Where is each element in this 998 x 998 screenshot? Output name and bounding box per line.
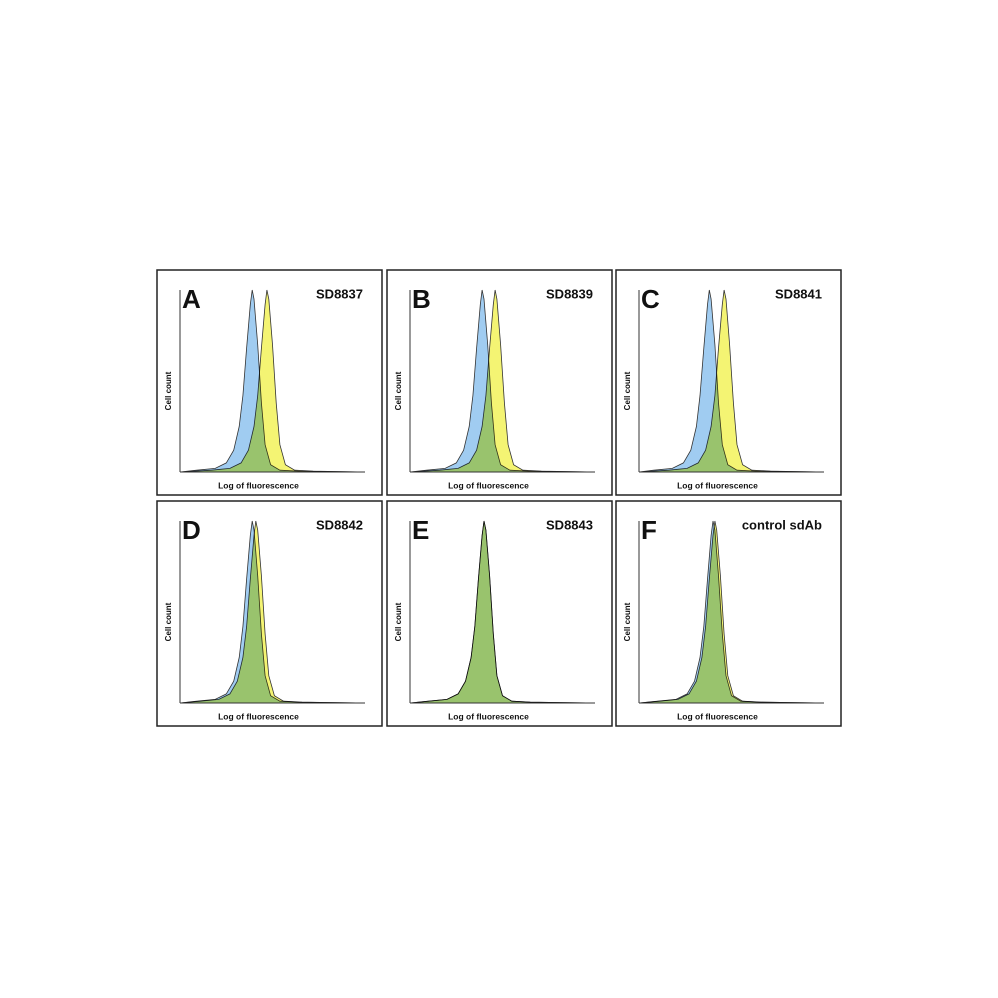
y-axis-label: Cell count — [164, 371, 173, 410]
y-axis-label: Cell count — [394, 602, 403, 641]
histogram — [638, 289, 825, 473]
panel: C SD8841 Cell count Log of fluorescence — [615, 269, 842, 496]
histogram — [179, 520, 366, 704]
panel: A SD8837 Cell count Log of fluorescence — [156, 269, 383, 496]
panel-letter: C — [641, 284, 660, 314]
panel-title: SD8839 — [546, 286, 593, 301]
x-axis-label: Log of fluorescence — [218, 711, 299, 721]
panel-title: SD8842 — [316, 517, 363, 532]
panel: D SD8842 Cell count Log of fluorescence — [156, 500, 383, 727]
histogram — [409, 289, 596, 473]
plot — [179, 520, 366, 704]
y-axis-label: Cell count — [623, 371, 632, 410]
panel-letter: E — [412, 515, 429, 545]
x-axis-label: Log of fluorescence — [218, 480, 299, 490]
panel-letter: D — [182, 515, 201, 545]
histogram — [179, 289, 366, 473]
panel-letter: B — [412, 284, 431, 314]
plot — [638, 520, 825, 704]
x-axis-label: Log of fluorescence — [448, 480, 529, 490]
panel-title: SD8843 — [546, 517, 593, 532]
panel-title: control sdAb — [742, 517, 822, 532]
y-axis-label: Cell count — [394, 371, 403, 410]
panel-title: SD8841 — [775, 286, 822, 301]
panel: B SD8839 Cell count Log of fluorescence — [386, 269, 613, 496]
plot — [638, 289, 825, 473]
x-axis-label: Log of fluorescence — [677, 480, 758, 490]
panel-title: SD8837 — [316, 286, 363, 301]
histogram — [409, 520, 596, 704]
y-axis-label: Cell count — [164, 602, 173, 641]
histogram — [638, 520, 825, 704]
plot — [409, 289, 596, 473]
y-axis-label: Cell count — [623, 602, 632, 641]
panel: E SD8843 Cell count Log of fluorescence — [386, 500, 613, 727]
x-axis-label: Log of fluorescence — [448, 711, 529, 721]
panel-letter: A — [182, 284, 201, 314]
plot — [409, 520, 596, 704]
x-axis-label: Log of fluorescence — [677, 711, 758, 721]
plot — [179, 289, 366, 473]
panel-letter: F — [641, 515, 657, 545]
